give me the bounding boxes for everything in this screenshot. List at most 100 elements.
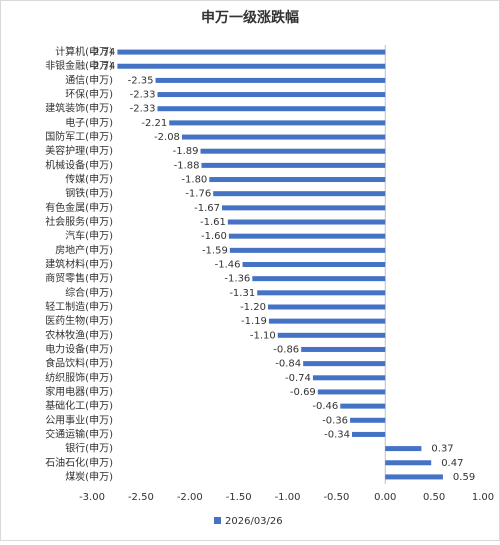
bar <box>385 474 443 480</box>
data-label: -1.61 <box>200 217 226 228</box>
x-tick-label: -2.50 <box>128 492 154 503</box>
data-label: -1.19 <box>241 316 267 327</box>
data-label: -1.36 <box>224 274 250 285</box>
y-tick-label: 计算机(申万) <box>55 45 113 58</box>
x-tick-label: -1.50 <box>226 492 252 503</box>
y-tick-label: 基础化工(申万) <box>45 399 113 412</box>
chart-title: 申万一级涨跌幅 <box>201 9 299 26</box>
bar <box>157 106 386 112</box>
bar <box>252 276 386 282</box>
data-label: -1.60 <box>201 231 227 242</box>
y-tick-label: 非银金融(申万) <box>45 59 113 72</box>
y-tick-label: 公用事业(申万) <box>45 413 113 426</box>
bar <box>303 361 386 367</box>
y-tick-label: 传媒(申万) <box>65 173 113 186</box>
bar <box>257 290 386 296</box>
bar <box>317 389 386 395</box>
x-tick-label: 1.00 <box>472 492 494 503</box>
data-label: -2.33 <box>130 104 156 115</box>
data-label: -2.33 <box>130 90 156 101</box>
y-tick-label: 商贸零售(申万) <box>45 272 113 285</box>
data-label: -0.46 <box>312 401 338 412</box>
data-label: -2.21 <box>141 118 167 129</box>
data-label: -0.36 <box>322 415 348 426</box>
bar <box>201 162 386 168</box>
bar <box>340 403 386 409</box>
data-label: 0.47 <box>441 458 463 469</box>
data-label: -1.31 <box>229 288 255 299</box>
bar <box>277 332 386 338</box>
bar <box>229 247 386 253</box>
data-label: -1.20 <box>240 302 266 313</box>
bar <box>117 49 386 55</box>
bar <box>242 262 386 267</box>
y-tick-label: 国防军工(申万) <box>45 130 113 143</box>
data-label: -1.89 <box>173 146 199 157</box>
data-label: -1.59 <box>202 245 228 256</box>
y-tick-label: 煤炭(申万) <box>65 470 113 483</box>
bar <box>222 205 386 211</box>
y-tick-label: 食品饮料(申万) <box>45 357 113 370</box>
data-label: -0.84 <box>275 359 301 370</box>
y-tick-label: 农林牧渔(申万) <box>45 328 113 341</box>
y-tick-label: 通信(申万) <box>65 73 113 86</box>
data-label: -0.69 <box>290 387 316 398</box>
y-tick-label: 钢铁(申万) <box>65 187 113 200</box>
bar <box>209 177 386 183</box>
x-tick-label: -0.50 <box>323 492 349 503</box>
y-tick-label: 机械设备(申万) <box>45 158 113 171</box>
legend-swatch <box>214 517 221 524</box>
data-label: -2.74 <box>90 47 116 58</box>
bar <box>301 346 386 352</box>
data-label: -1.76 <box>185 189 211 200</box>
y-tick-label: 环保(申万) <box>65 88 113 101</box>
x-tick-label: -1.00 <box>275 492 301 503</box>
y-tick-label: 汽车(申万) <box>65 229 113 242</box>
bar <box>352 431 386 437</box>
bar <box>169 120 386 126</box>
bar <box>350 417 386 423</box>
data-label: -0.86 <box>273 344 299 355</box>
data-label: -1.80 <box>181 175 207 186</box>
legend-label: 2026/03/26 <box>225 516 283 527</box>
y-tick-label: 综合(申万) <box>65 286 113 299</box>
bar <box>385 460 432 466</box>
y-tick-label: 石油石化(申万) <box>45 456 113 469</box>
y-tick-label: 建筑材料(申万) <box>45 258 113 271</box>
data-label: -0.74 <box>285 373 311 384</box>
y-tick-label: 家用电器(申万) <box>45 385 113 398</box>
data-label: -0.34 <box>324 429 350 440</box>
bar <box>117 63 386 69</box>
data-label: -2.35 <box>128 75 154 86</box>
x-tick-label: 0.00 <box>374 492 396 503</box>
data-label: -1.46 <box>215 260 241 271</box>
data-label: -1.88 <box>174 160 200 171</box>
bar <box>181 134 386 140</box>
data-label: -2.74 <box>90 61 116 72</box>
data-label: 0.59 <box>453 472 475 483</box>
y-tick-label: 纺织服饰(申万) <box>45 371 113 384</box>
bar <box>157 92 386 98</box>
x-tick-label: 0.50 <box>423 492 445 503</box>
x-tick-label: -3.00 <box>79 492 105 503</box>
bar <box>385 446 422 452</box>
data-label: -1.10 <box>250 330 276 341</box>
bar <box>312 375 386 381</box>
y-tick-label: 房地产(申万) <box>55 243 113 256</box>
bar <box>228 233 386 239</box>
y-tick-label: 美容护理(申万) <box>45 144 113 157</box>
bar <box>268 318 386 324</box>
y-tick-label: 电力设备(申万) <box>45 342 113 355</box>
y-tick-label: 交通运输(申万) <box>45 427 113 440</box>
data-label: 0.37 <box>431 444 453 455</box>
y-tick-label: 轻工制造(申万) <box>45 300 113 313</box>
y-tick-label: 医药生物(申万) <box>45 314 113 327</box>
y-tick-label: 有色金属(申万) <box>45 201 113 214</box>
y-tick-label: 电子(申万) <box>65 116 113 129</box>
data-label: -2.08 <box>154 132 180 143</box>
bar <box>213 191 386 197</box>
x-tick-label: -2.00 <box>177 492 203 503</box>
y-tick-label: 社会服务(申万) <box>45 215 113 228</box>
bar <box>227 219 386 225</box>
